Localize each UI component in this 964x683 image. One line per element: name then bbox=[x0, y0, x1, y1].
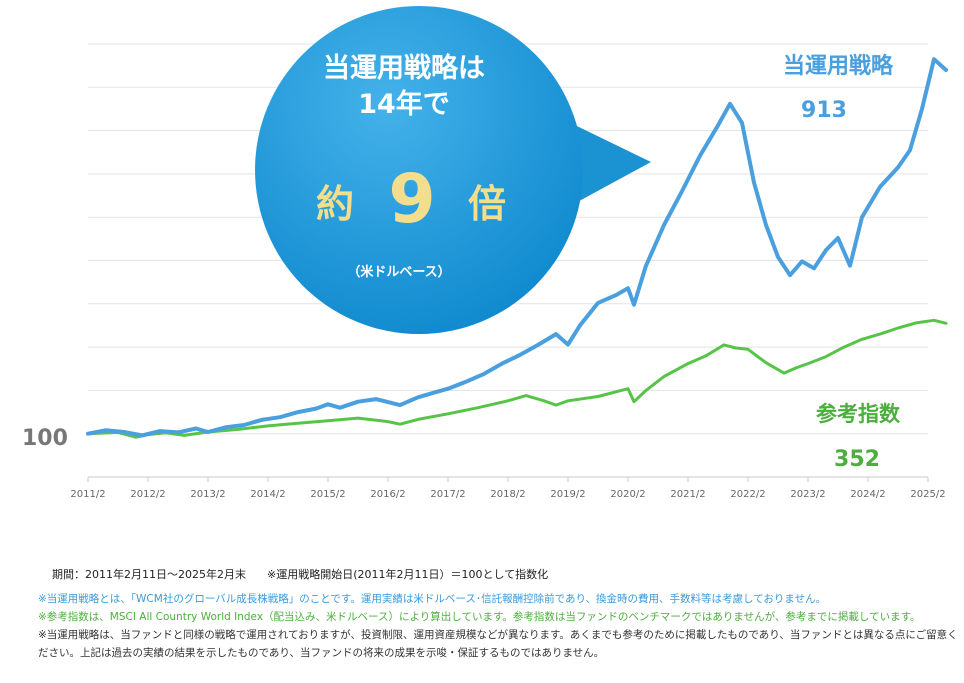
x-tick-label: 2012/2 bbox=[130, 489, 165, 500]
period-label: 期間：2011年2月11日〜2025年2月末 bbox=[52, 568, 246, 581]
x-axis: 2011/2 2012/2 2013/2 2014/2 2015/2 2016/2 2017… bbox=[70, 477, 946, 500]
x-tick-label: 2025/2 bbox=[910, 489, 945, 500]
x-tick-label: 2017/2 bbox=[430, 489, 465, 500]
callout-circle bbox=[255, 6, 583, 334]
callout-line2: 14年で bbox=[358, 88, 450, 120]
x-tick-label: 2014/2 bbox=[250, 489, 285, 500]
strategy-line bbox=[86, 57, 948, 438]
performance-chart: 2011/2 2012/2 2013/2 2014/2 2015/2 2016/2 2017… bbox=[22, 6, 948, 500]
series-lines bbox=[86, 57, 948, 439]
reference-legend-label: 参考指数 bbox=[816, 402, 901, 426]
disclaimer-note: ※当運用戦略は、当ファンドと同様の戦略で運用されておりますが、投資制限、運用資産… bbox=[38, 629, 958, 659]
strategy-end-value: 913 bbox=[801, 98, 847, 123]
period-row: 期間：2011年2月11日〜2025年2月末 ※運用戦略開始日(2011年2月1… bbox=[52, 566, 958, 584]
x-tick-label: 2013/2 bbox=[190, 489, 225, 500]
callout-times: 倍 bbox=[468, 182, 506, 226]
reference-index-line bbox=[86, 318, 948, 439]
x-tick-label: 2020/2 bbox=[610, 489, 645, 500]
x-tick-label: 2023/2 bbox=[790, 489, 825, 500]
callout-line1: 当運用戦略は bbox=[323, 52, 485, 84]
callout-approx: 約 bbox=[316, 182, 354, 226]
callout-bubble: 当運用戦略は 14年で 約 9 倍 （米ドルベース） bbox=[255, 6, 651, 334]
x-tick-label: 2015/2 bbox=[310, 489, 345, 500]
x-tick-label: 2016/2 bbox=[370, 489, 405, 500]
x-tick-label: 2011/2 bbox=[70, 489, 105, 500]
index-note: ※運用戦略開始日(2011年2月11日）＝100として指数化 bbox=[266, 568, 549, 581]
callout-currency-note: （米ドルベース） bbox=[347, 264, 450, 280]
strategy-legend-label: 当運用戦略 bbox=[783, 53, 894, 79]
x-tick-label: 2021/2 bbox=[670, 489, 705, 500]
x-tick-label: 2019/2 bbox=[550, 489, 585, 500]
x-tick-label: 2022/2 bbox=[730, 489, 765, 500]
baseline-label: 100 bbox=[22, 426, 68, 451]
callout-multiple: 9 bbox=[388, 160, 435, 239]
reference-end-value: 352 bbox=[834, 447, 880, 472]
strategy-note: ※当運用戦略とは、「WCM社のグローバル成長株戦略」のことです。運用実績は米ドル… bbox=[38, 593, 827, 605]
x-tick-label: 2018/2 bbox=[490, 489, 525, 500]
footnotes: 期間：2011年2月11日〜2025年2月末 ※運用戦略開始日(2011年2月1… bbox=[38, 566, 958, 662]
x-tick-label: 2024/2 bbox=[850, 489, 885, 500]
reference-note: ※参考指数は、MSCI All Country World Index（配当込み… bbox=[38, 611, 921, 623]
